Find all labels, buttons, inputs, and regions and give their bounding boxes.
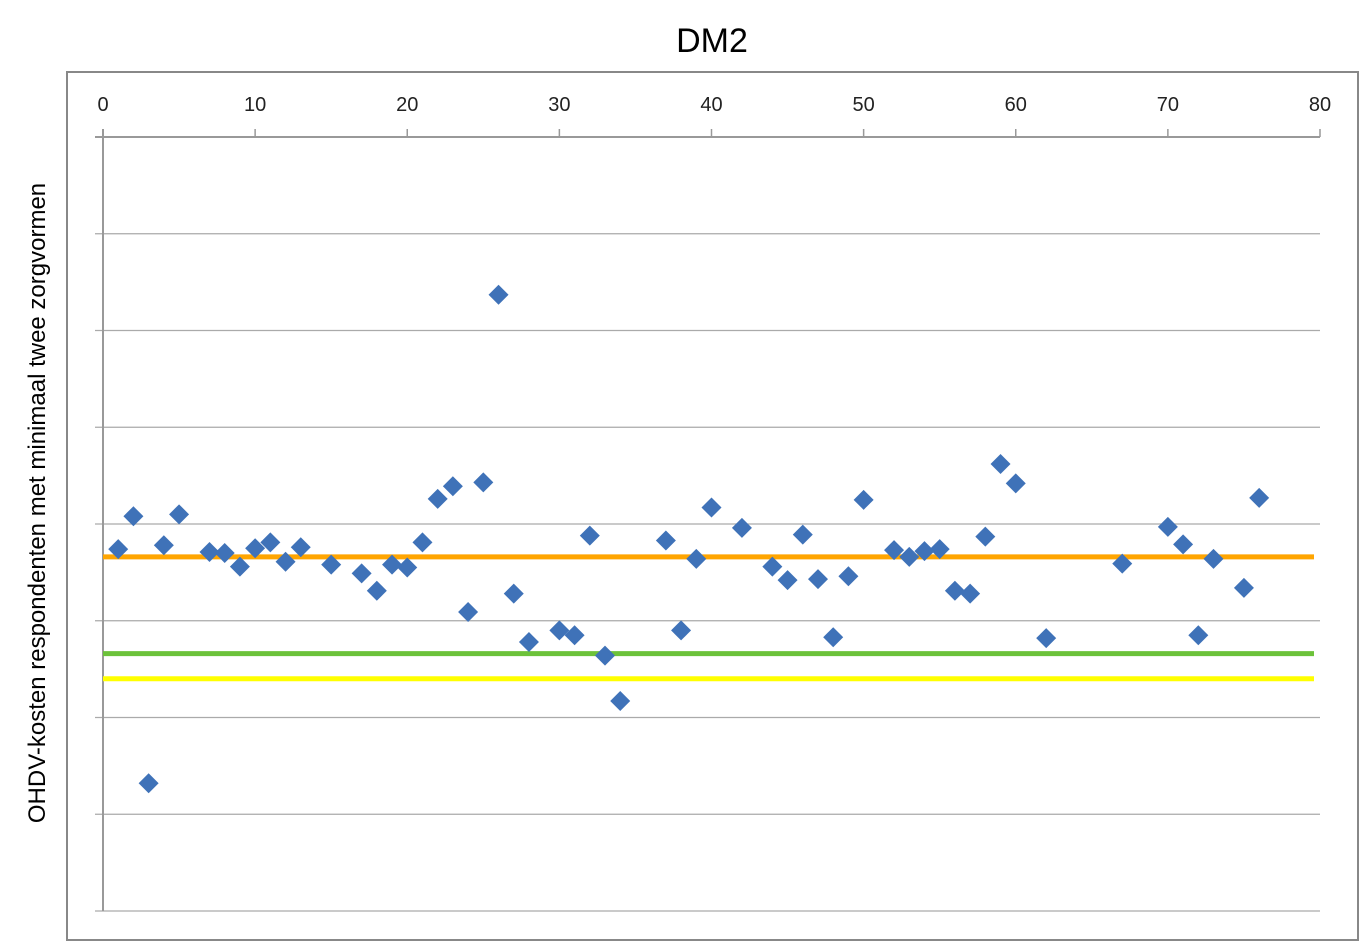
data-point [214, 543, 235, 564]
x-tick-label: 70 [1157, 94, 1179, 116]
data-point [731, 517, 752, 538]
data-point [686, 548, 707, 569]
x-tick-label: 60 [1005, 94, 1027, 116]
data-point [290, 537, 311, 558]
data-point [275, 551, 296, 572]
data-point [929, 539, 950, 560]
data-point [792, 524, 813, 545]
data-point [108, 539, 129, 560]
data-point [229, 556, 250, 577]
chart-title: DM2 [676, 22, 748, 60]
data-point [701, 497, 722, 518]
data-point [975, 526, 996, 547]
data-point [823, 627, 844, 648]
data-point [853, 489, 874, 510]
data-point [153, 535, 174, 556]
data-point [549, 620, 570, 641]
data-point [1005, 473, 1026, 494]
x-tick-label: 30 [548, 94, 570, 116]
data-point [123, 506, 144, 527]
data-point [458, 602, 479, 623]
data-point [1112, 553, 1133, 574]
data-point [382, 554, 403, 575]
data-point [1173, 534, 1194, 555]
data-point [1233, 577, 1254, 598]
data-point [260, 532, 281, 553]
data-point [1157, 516, 1178, 537]
data-point [169, 504, 190, 525]
data-point [671, 620, 692, 641]
data-point [960, 583, 981, 604]
x-tick-label: 80 [1309, 94, 1331, 116]
x-tick-label: 40 [700, 94, 722, 116]
data-point [245, 538, 266, 559]
data-point [199, 542, 220, 563]
data-point [944, 580, 965, 601]
data-point [366, 580, 387, 601]
data-point [518, 632, 539, 653]
data-point [412, 532, 433, 553]
data-point [1036, 628, 1057, 649]
data-point [914, 541, 935, 562]
data-point [397, 557, 418, 578]
data-point [351, 563, 372, 584]
data-point [1188, 625, 1209, 646]
data-point [579, 525, 600, 546]
data-point [442, 476, 463, 497]
x-tick-label: 20 [396, 94, 418, 116]
data-point [427, 488, 448, 509]
data-point [899, 546, 920, 567]
data-point [473, 472, 494, 493]
data-point [138, 773, 159, 794]
data-point [1249, 487, 1270, 508]
data-point [777, 570, 798, 591]
y-axis-label: OHDV-kosten respondenten met minimaal tw… [24, 183, 51, 823]
data-point [564, 625, 585, 646]
data-point [610, 691, 631, 712]
data-point [655, 530, 676, 551]
x-tick-label: 10 [244, 94, 266, 116]
x-tick-label: 0 [97, 94, 108, 116]
data-point [807, 569, 828, 590]
data-point [990, 454, 1011, 475]
data-point [595, 645, 616, 666]
data-point [488, 284, 509, 305]
data-point [1203, 548, 1224, 569]
x-tick-label: 50 [853, 94, 875, 116]
data-point [321, 554, 342, 575]
data-point [762, 556, 783, 577]
data-point [503, 583, 524, 604]
data-point [838, 566, 859, 587]
data-point [884, 540, 905, 561]
